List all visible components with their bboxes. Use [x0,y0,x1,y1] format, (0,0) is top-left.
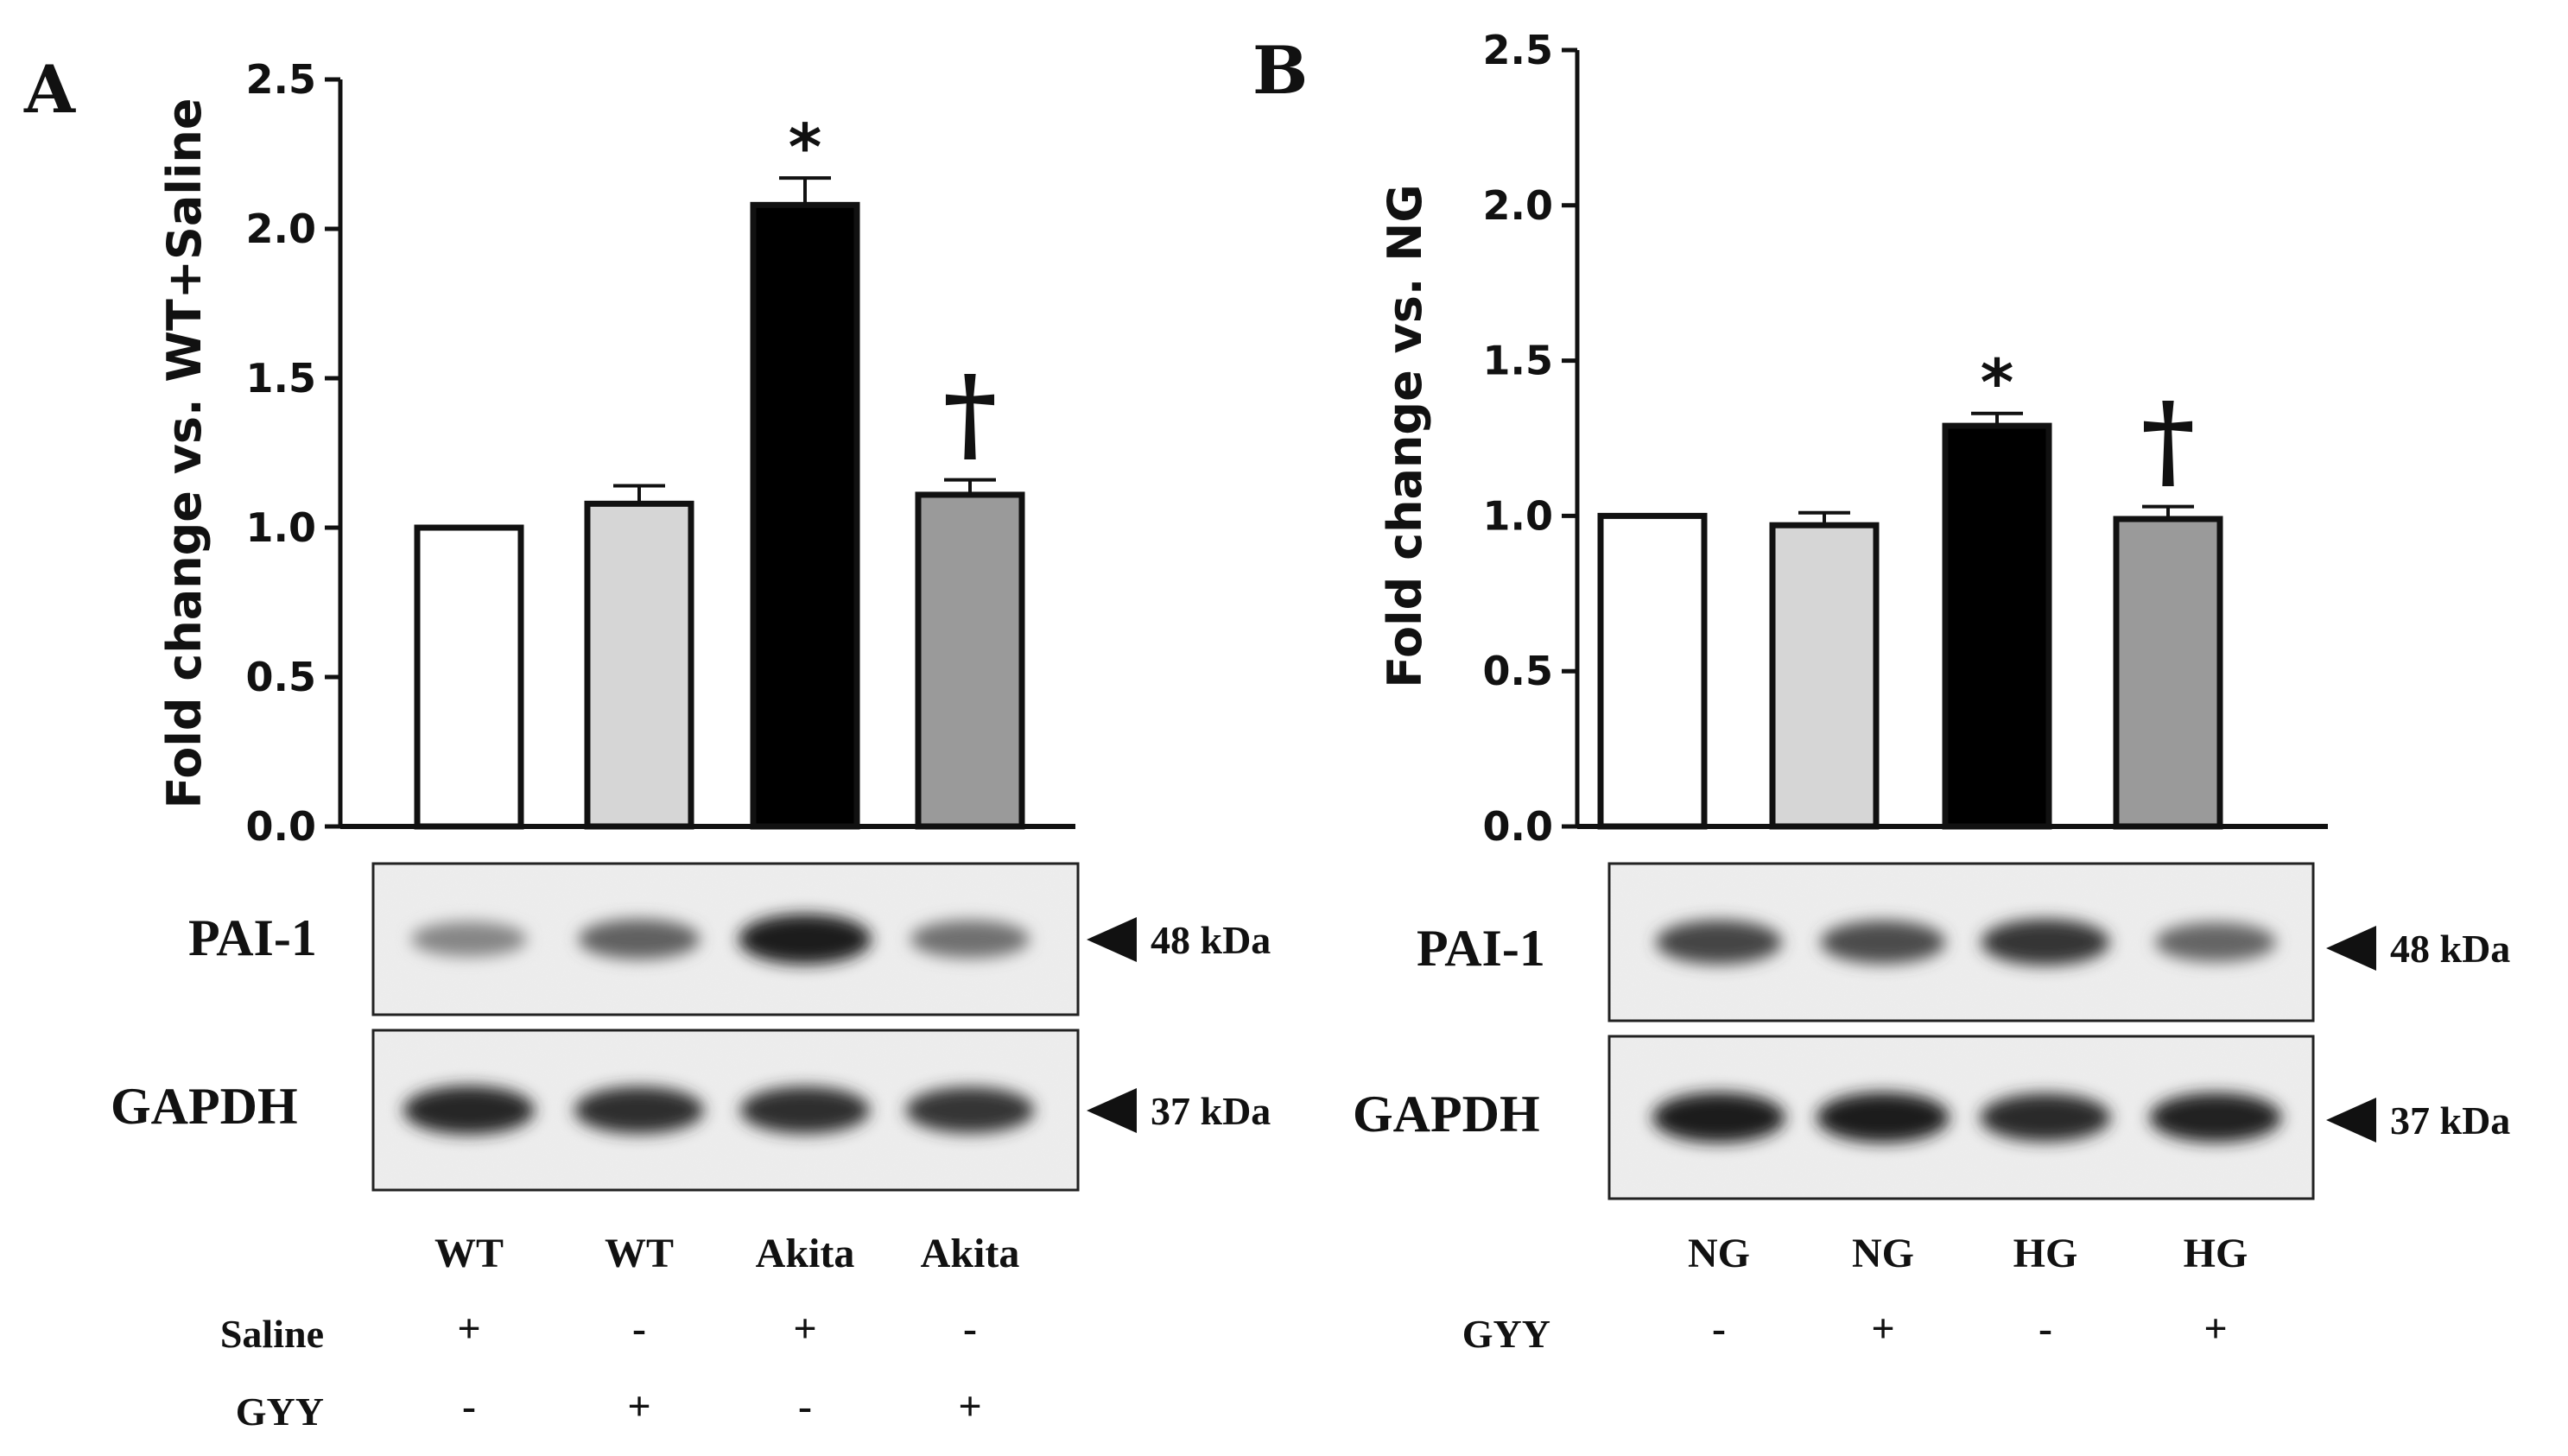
a-significance-asterisk: * [789,111,822,185]
b-y-tick-label: 0.0 [1483,803,1554,850]
a-treatment-cell: + [627,1383,650,1429]
b-treatment-row-label: GYY [1462,1312,1550,1356]
a-treatment-cell: - [462,1383,476,1429]
a-blot-arrow-icon [1087,917,1137,962]
a-blot-band [411,921,527,957]
a-blot-arrow-icon [1087,1088,1137,1133]
b-y-tick-label: 1.0 [1483,492,1554,539]
b-condition-label: NG [1852,1231,1914,1276]
a-treatment-cell: + [457,1306,480,1352]
b-blot-band [2155,922,2276,962]
a-bar [584,500,694,830]
b-y-tick-label: 0.5 [1483,648,1554,694]
b-blot-band [1980,1093,2111,1142]
b-significance-asterisk: * [1981,346,2014,421]
a-treatment-cell: + [958,1383,981,1429]
b-blot-band [1981,919,2110,965]
a-treatment-cell: - [632,1306,646,1352]
panel-a-letter: A [23,51,76,128]
a-condition-label: WT [434,1231,504,1276]
a-blot-kda-label: 48 kDa [1151,918,1271,962]
a-blot-band [574,1086,704,1134]
b-y-tick-label: 1.5 [1483,338,1554,384]
a-condition-label: Akita [921,1231,1020,1276]
b-condition-label: NG [1688,1231,1750,1276]
a-y-tick-label: 0.5 [246,654,317,700]
panel-b-condition-table: NG NG HG HG GYY - + - + [1462,1231,2248,1356]
b-blot-band [1652,1092,1785,1143]
a-blot-band [905,1086,1035,1134]
a-blot-gapdh: GAPDH 37 kDa [111,1029,1271,1192]
b-treatment-cell: + [1871,1306,1894,1352]
b-y-tick-label: 2.0 [1483,182,1554,229]
b-treatment-cell: + [2203,1306,2227,1352]
b-bar [1942,422,2052,830]
a-blot-protein-label: PAI-1 [188,909,317,966]
b-y-axis-title: Fold change vs. NG [1378,184,1432,687]
a-treatment-cell: - [963,1306,977,1352]
b-blot-band [2149,1092,2282,1143]
b-blot-pai-1: PAI-1 48 kDa [1417,862,2510,1022]
a-condition-label: Akita [756,1231,855,1276]
a-blot-band [403,1086,535,1135]
b-blot-band [1817,1092,1950,1143]
a-condition-label: WT [605,1231,674,1276]
a-bar [414,524,524,830]
b-blot-band [1656,920,1782,965]
b-blot-arrow-icon [2326,1098,2376,1143]
panel-a-condition-table: WT WT Akita Akita Saline + - + - GYY - + - + [220,1231,1020,1434]
a-treatment-row-label: GYY [236,1390,324,1434]
a-treatment-cell: + [793,1306,816,1352]
a-y-tick-label: 1.0 [246,504,317,551]
a-significance-dagger: † [943,353,998,475]
panel-b: 0.0 0.5 1.0 1.5 2.0 2.5 Fold change vs. NG * † P… [1353,27,2510,1356]
a-treatment-cell: - [798,1383,812,1429]
a-bar [915,491,1025,830]
b-condition-label: HG [2013,1231,2078,1276]
b-condition-label: HG [2184,1231,2248,1276]
b-bar [1769,522,1880,830]
b-bar [1597,512,1708,830]
panel-b-bar-plot: 0.0 0.5 1.0 1.5 2.0 2.5 Fold change vs. NG * † [1378,27,2328,850]
a-y-tick-label: 0.0 [246,803,317,850]
b-bar [2113,516,2223,830]
b-blot-kda-label: 48 kDa [2390,927,2510,971]
b-blot-gapdh: GAPDH 37 kDa [1353,1035,2510,1200]
a-treatment-row-label: Saline [220,1312,324,1356]
b-blot-arrow-icon [2326,926,2376,971]
a-blot-pai-1: PAI-1 48 kDa [188,862,1271,1016]
b-significance-dagger: † [2141,380,2196,502]
b-blot-protein-label: PAI-1 [1417,920,1545,977]
a-blot-band [578,919,701,959]
panel-b-letter: B [1252,32,1308,109]
panel-b-western-blots: PAI-1 48 kDa GAPDH 37 kDa [1353,862,2510,1200]
b-blot-band [1820,921,1946,964]
a-blot-band [739,914,872,965]
b-treatment-cell: - [2039,1306,2052,1352]
a-blot-band [740,1086,870,1134]
a-blot-band [910,920,1030,959]
a-y-axis-title: Fold change vs. WT+Saline [157,98,212,809]
b-blot-protein-label: GAPDH [1353,1086,1540,1143]
panel-a: 0.0 0.5 1.0 1.5 2.0 2.5 Fold change vs. WT+Sal… [111,56,1271,1434]
a-blot-kda-label: 37 kDa [1151,1089,1271,1133]
b-blot-kda-label: 37 kDa [2390,1098,2510,1143]
panel-a-bar-plot: 0.0 0.5 1.0 1.5 2.0 2.5 Fold change vs. WT+Sal… [157,56,1075,850]
a-bar [750,201,860,830]
b-y-tick-label: 2.5 [1483,27,1554,73]
a-y-tick-label: 1.5 [246,355,317,402]
a-blot-protein-label: GAPDH [111,1078,298,1135]
a-y-tick-label: 2.5 [246,56,317,103]
a-y-tick-label: 2.0 [246,206,317,252]
b-treatment-cell: - [1712,1306,1726,1352]
panel-a-western-blots: PAI-1 48 kDa GAPDH 37 kDa [111,862,1271,1192]
